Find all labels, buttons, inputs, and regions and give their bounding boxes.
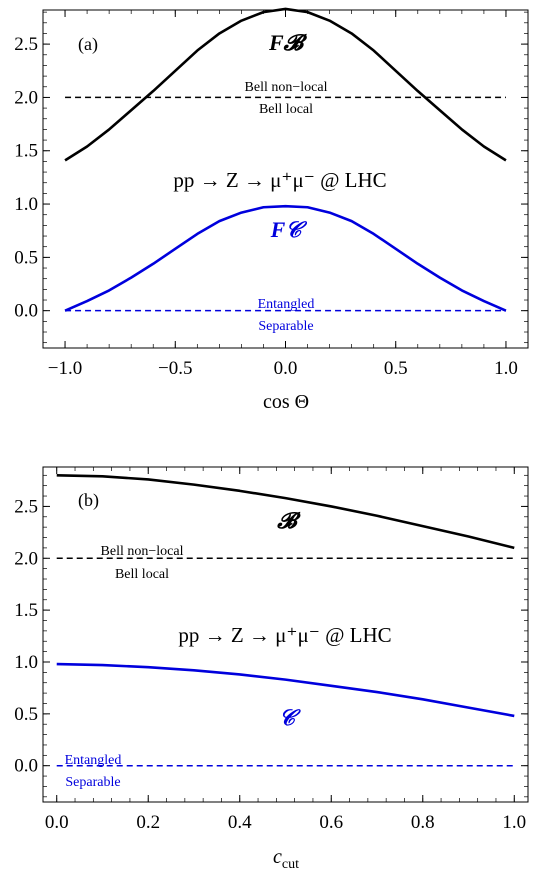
y-tick-label: 2.0 [14, 548, 38, 569]
panel-b: 0.0 0.2 0.4 0.6 0.8 1.0 0.0 0.5 1.0 1.5 2.0 2.5 (b)… [14, 466, 529, 871]
x-tick-label: 0.4 [228, 812, 252, 833]
x-tick-label: 0.2 [136, 812, 160, 833]
y-tick-label: 1.5 [14, 141, 38, 162]
plot-frame-b [42, 466, 529, 803]
threshold-label-separable-a: Separable [258, 319, 313, 334]
series-label-fb: F𝓑 [268, 30, 308, 55]
x-tick-label: 0.6 [319, 812, 343, 833]
x-tick-label: 0.5 [384, 358, 408, 379]
x-tick-label: 1.0 [494, 358, 518, 379]
x-axis-title-b-sub: cut [282, 857, 299, 871]
threshold-label-bell-local-a: Bell local [259, 102, 313, 117]
threshold-label-bell-nonlocal-b: Bell non−local [101, 544, 184, 559]
thresholds-a [65, 96, 506, 312]
series-line-b-0 [56, 474, 515, 550]
y-tick-label: 0.0 [14, 301, 38, 322]
panel-label-a: (a) [78, 34, 98, 55]
y-tick-label: 0.5 [14, 704, 38, 725]
threshold-label-separable-b: Separable [65, 775, 120, 790]
y-tick-label: 1.5 [14, 600, 38, 621]
x-axis-title-a: cos Θ [263, 391, 309, 413]
process-label-b: pp → Z → μ⁺μ⁻ @ LHC [178, 623, 391, 647]
y-tick-label: 0.5 [14, 247, 38, 268]
series-label-c: 𝒞 [279, 705, 301, 730]
x-tick-label: 0.8 [411, 812, 435, 833]
y-tick-label: 1.0 [14, 652, 38, 673]
thresholds-b [56, 557, 515, 767]
y-tick-label: 2.5 [14, 34, 38, 55]
ticks-b [43, 467, 528, 802]
x-tick-label: 0.0 [274, 358, 298, 379]
threshold-label-entangled-a: Entangled [258, 297, 315, 312]
ticks-a [42, 10, 529, 348]
x-tick-label: 0.0 [45, 812, 69, 833]
y-tick-label: 0.0 [14, 756, 38, 777]
threshold-label-entangled-b: Entangled [65, 753, 122, 768]
series-line-b-1 [56, 662, 515, 718]
x-axis-title-b: ccut [273, 846, 299, 871]
series-label-fc: F𝒞 [270, 217, 308, 242]
x-axis-title-b-var: c [273, 846, 282, 868]
curves-b [56, 474, 515, 718]
series-line-a-0 [64, 7, 507, 162]
panel-label-b: (b) [78, 490, 99, 511]
y-tick-label: 2.0 [14, 87, 38, 108]
tick-labels-b: 0.0 0.2 0.4 0.6 0.8 1.0 0.0 0.5 1.0 1.5 2.0 2.5 [14, 496, 526, 833]
y-tick-label: 1.0 [14, 194, 38, 215]
process-label-a: pp → Z → μ⁺μ⁻ @ LHC [173, 168, 386, 192]
series-line-a-1 [64, 204, 507, 312]
x-tick-label: −0.5 [158, 358, 192, 379]
threshold-label-bell-local-b: Bell local [115, 567, 169, 582]
y-tick-label: 2.5 [14, 496, 38, 517]
panel-a: −1.0 −0.5 0.0 0.5 1.00.00.51.01.52.02.5 (a) … [14, 7, 529, 413]
x-tick-label: −1.0 [48, 358, 82, 379]
tick-labels-a: −1.0 −0.5 0.0 0.5 1.0 0.0 0.5 1.0 1.5 2.0 2.5 [14, 34, 518, 379]
threshold-label-bell-nonlocal-a: Bell non−local [245, 80, 328, 95]
x-tick-label: 1.0 [502, 812, 526, 833]
series-label-b: 𝓑 [276, 508, 301, 533]
curves-a [64, 7, 507, 312]
